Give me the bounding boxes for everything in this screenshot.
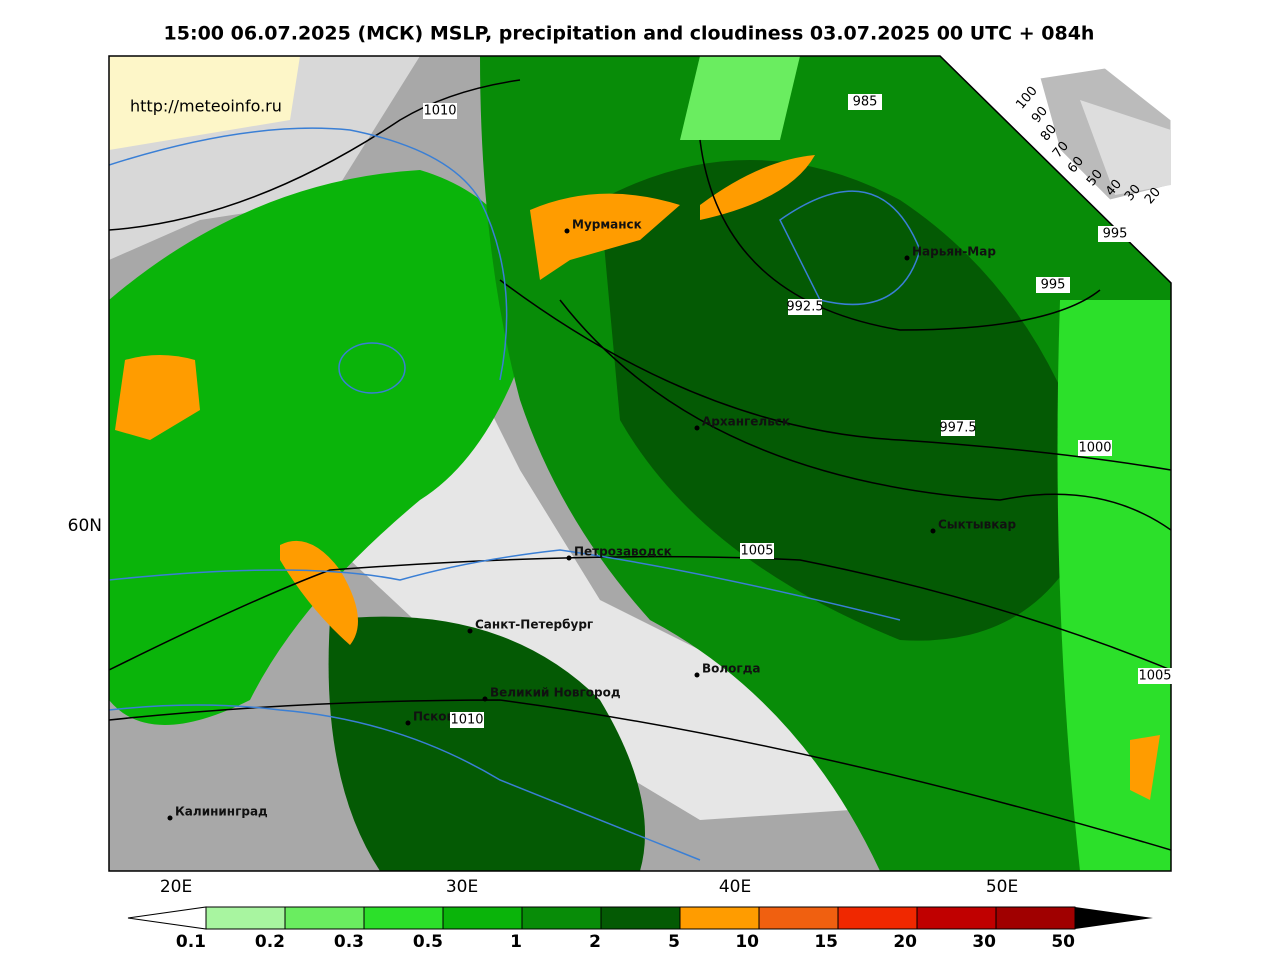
colorbar-label: 0.5 bbox=[413, 932, 443, 952]
colorbar bbox=[127, 906, 1153, 930]
colorbar-label: 5 bbox=[668, 932, 680, 952]
cloud-scale-graphic bbox=[1039, 67, 1172, 201]
colorbar-box bbox=[284, 906, 365, 930]
colorbar-label: 1 bbox=[510, 932, 522, 952]
isobar-label-bg bbox=[941, 420, 975, 436]
colorbar-box bbox=[679, 906, 760, 930]
colorbar-box bbox=[837, 906, 918, 930]
colorbar-box bbox=[758, 906, 839, 930]
heavy-precip bbox=[1130, 735, 1160, 800]
map-frame bbox=[108, 55, 1172, 872]
city-dot bbox=[930, 528, 936, 534]
lon-label: 50E bbox=[986, 877, 1018, 897]
lon-label: 30E bbox=[446, 877, 478, 897]
isobar-label-bg bbox=[848, 94, 882, 110]
lon-label: 40E bbox=[719, 877, 751, 897]
colorbar-label: 0.3 bbox=[334, 932, 364, 952]
city-label: Великий Новгород bbox=[490, 686, 621, 700]
isobar-label-bg bbox=[788, 299, 822, 315]
colorbar-box bbox=[363, 906, 444, 930]
city-label: Петрозаводск bbox=[574, 545, 672, 559]
precip-area bbox=[680, 56, 800, 140]
isobar-label-bg bbox=[423, 103, 457, 119]
colorbar-label: 50 bbox=[1051, 932, 1075, 952]
isobar-label-bg bbox=[1036, 277, 1070, 293]
lat-label: 60N bbox=[68, 516, 102, 536]
colorbar-box bbox=[995, 906, 1076, 930]
city-dot bbox=[566, 555, 572, 561]
colorbar-box bbox=[521, 906, 602, 930]
colorbar-label: 20 bbox=[893, 932, 917, 952]
isobar-label: 985 bbox=[853, 95, 878, 110]
city-label: Сыктывкар bbox=[938, 518, 1016, 532]
city-dot bbox=[482, 696, 488, 702]
heavy-precip bbox=[700, 155, 815, 220]
heavy-precip bbox=[280, 540, 358, 645]
isobar-label: 1005 bbox=[1138, 669, 1171, 684]
dynamic-layer: 60N 20E 30E 40E 50E Мурманск Нарьян-Мар Арханге… bbox=[68, 84, 1172, 952]
city-label: Нарьян-Мар bbox=[912, 245, 996, 259]
precip-area bbox=[328, 616, 645, 871]
source-url: http://meteoinfo.ru bbox=[130, 97, 282, 116]
isobar-label: 997.5 bbox=[939, 421, 976, 436]
city-label: Псков bbox=[413, 710, 455, 724]
precip-area bbox=[600, 160, 1100, 641]
isobar-label-bg bbox=[1098, 226, 1132, 242]
isobar-label: 995 bbox=[1103, 227, 1128, 242]
city-label: Калининград bbox=[175, 805, 268, 819]
colorbar-label: 10 bbox=[735, 932, 759, 952]
isobar-label-bg bbox=[1138, 668, 1172, 684]
city-dot bbox=[467, 628, 473, 634]
colorbar-label: 15 bbox=[814, 932, 838, 952]
city-label: Вологда bbox=[702, 662, 760, 676]
isobar-label-bg bbox=[1078, 440, 1112, 456]
isobar-label: 992.5 bbox=[786, 300, 823, 315]
city-label: Архангельск bbox=[702, 415, 790, 429]
colorbar-label: 0.2 bbox=[255, 932, 285, 952]
heavy-precip bbox=[530, 193, 680, 280]
city-dot bbox=[564, 228, 570, 234]
colorbar-low-arrow bbox=[127, 906, 207, 930]
colorbar-box bbox=[600, 906, 681, 930]
colorbar-label: 0.1 bbox=[176, 932, 206, 952]
city-dot bbox=[405, 720, 411, 726]
isotherms bbox=[109, 127, 921, 861]
colorbar-label: 30 bbox=[972, 932, 996, 952]
colorbar-box bbox=[442, 906, 523, 930]
isobar-label-bg bbox=[740, 543, 774, 559]
isobar-label: 1005 bbox=[740, 544, 773, 559]
isobar-label: 1000 bbox=[1078, 441, 1111, 456]
city-dot bbox=[694, 672, 700, 678]
colorbar-label: 2 bbox=[589, 932, 601, 952]
isobar-label: 1010 bbox=[450, 713, 483, 728]
precip-area bbox=[109, 170, 540, 725]
lon-label: 20E bbox=[160, 877, 192, 897]
precip-area bbox=[1057, 300, 1171, 871]
city-dot bbox=[694, 425, 700, 431]
isobar-label: 995 bbox=[1041, 278, 1066, 293]
clear-area bbox=[109, 56, 300, 150]
title: 15:00 06.07.2025 (МСК) MSLP, precipitati… bbox=[164, 23, 1095, 45]
isobar-label-bg bbox=[450, 712, 484, 728]
isobar-label: 1010 bbox=[423, 104, 456, 119]
city-dot bbox=[904, 255, 910, 261]
city-label: Санкт-Петербург bbox=[475, 618, 593, 632]
colorbar-box bbox=[916, 906, 997, 930]
city-dot bbox=[167, 815, 173, 821]
city-label: Мурманск bbox=[572, 218, 642, 232]
heavy-precip bbox=[115, 355, 200, 440]
colorbar-high-arrow bbox=[1075, 907, 1153, 929]
colorbar-box bbox=[205, 906, 286, 930]
map-area bbox=[109, 56, 1171, 871]
